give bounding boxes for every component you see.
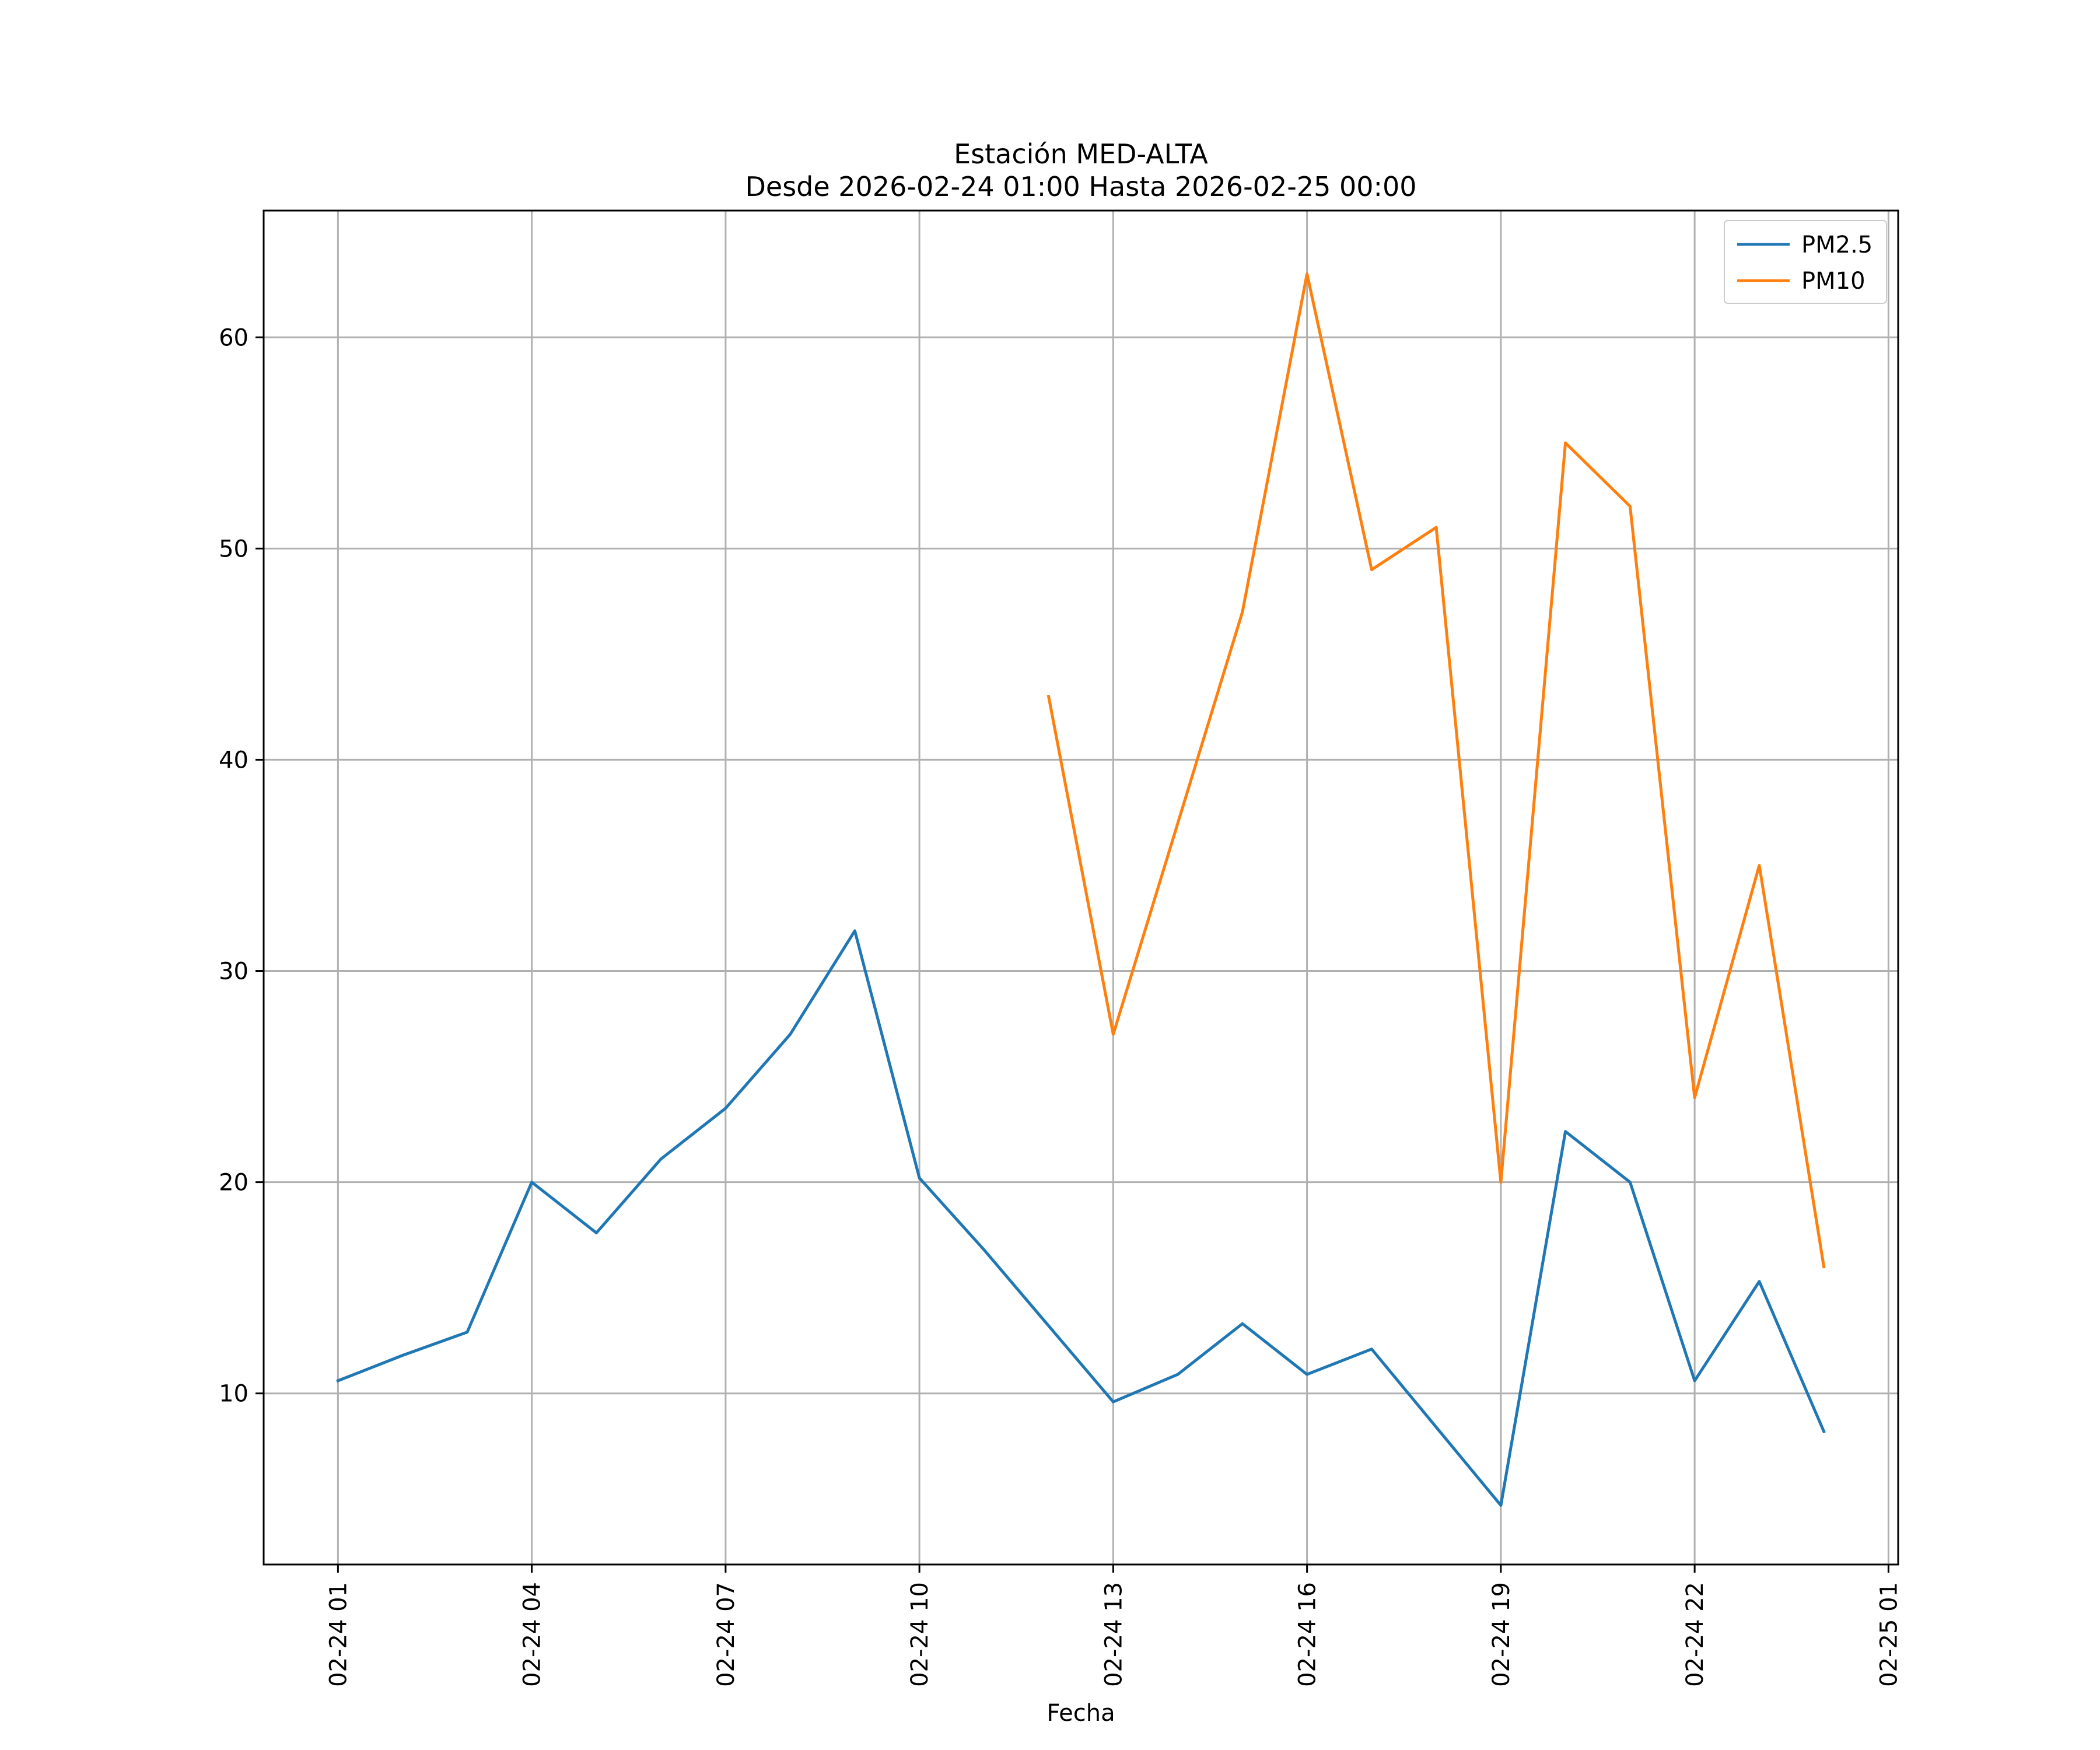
y-tick-label: 40: [219, 747, 249, 774]
y-tick-label: 10: [219, 1381, 249, 1408]
x-tick-label: 02-24 10: [907, 1582, 933, 1687]
x-tick-label: 02-24 01: [325, 1582, 352, 1687]
x-tick-label: 02-24 19: [1488, 1582, 1515, 1687]
y-tick-label: 60: [219, 324, 249, 351]
grid: [264, 211, 1898, 1564]
legend: PM2.5 PM10: [1724, 220, 1887, 304]
chart-title-line2: Desde 2026-02-24 01:00 Hasta 2026-02-25 …: [745, 171, 1416, 202]
series-line-pm10: [1046, 272, 1826, 1269]
x-tick-label: 02-24 16: [1294, 1582, 1321, 1687]
chart-title-line1: Estación MED-ALTA: [954, 138, 1208, 170]
legend-label-pm10: PM10: [1801, 268, 1866, 295]
x-tick-label: 02-25 01: [1875, 1582, 1902, 1687]
plot-frame: [262, 209, 1899, 1566]
series-line-pm25: [336, 929, 1826, 1507]
y-tick-label: 50: [219, 536, 249, 562]
x-tick-label: 02-24 07: [713, 1582, 740, 1687]
legend-label-pm25: PM2.5: [1801, 232, 1873, 258]
x-tick-label: 02-24 13: [1100, 1582, 1127, 1687]
legend-box: [1724, 220, 1887, 304]
axes: 02-24 01 02-24 04 02-24 07 02-24 10 02-24 13…: [219, 209, 1902, 1687]
x-tick-label: 02-24 22: [1682, 1582, 1709, 1687]
y-tick-label: 30: [219, 958, 249, 985]
x-axis-label: Fecha: [1046, 1700, 1115, 1727]
x-tick-label: 02-24 04: [519, 1582, 546, 1687]
y-tick-label: 20: [219, 1170, 249, 1196]
series-lines: [336, 272, 1826, 1507]
